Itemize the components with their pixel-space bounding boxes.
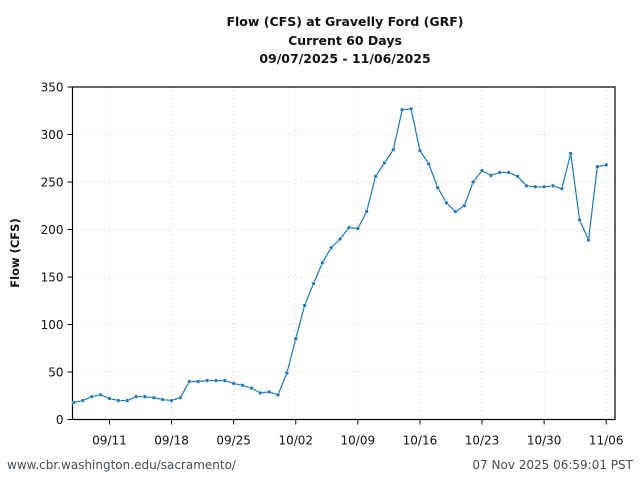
- data-point: [355, 226, 360, 231]
- data-point: [275, 392, 281, 397]
- data-point: [577, 217, 582, 223]
- data-point: [426, 161, 431, 167]
- data-point: [231, 381, 236, 386]
- data-point: [98, 392, 103, 397]
- data-point: [550, 183, 556, 188]
- data-point: [515, 174, 520, 179]
- x-tick-label: 10/23: [465, 434, 500, 448]
- data-point: [533, 184, 538, 189]
- data-point: [142, 394, 148, 399]
- data-point: [373, 174, 378, 179]
- data-point: [338, 236, 343, 242]
- data-series: [71, 106, 609, 405]
- data-point: [559, 186, 564, 191]
- chart-title-line-2: Current 60 Days: [288, 32, 402, 48]
- data-point: [284, 370, 289, 376]
- data-point: [89, 394, 94, 399]
- data-point: [364, 209, 369, 214]
- data-point: [169, 398, 174, 403]
- data-point: [444, 200, 449, 205]
- data-point: [408, 106, 414, 111]
- generated-timestamp: 07 Nov 2025 06:59:01 PST: [472, 458, 633, 472]
- data-point: [391, 147, 396, 152]
- data-point: [222, 378, 227, 383]
- x-tick-label: 10/16: [403, 434, 438, 448]
- data-point: [107, 396, 112, 401]
- chart-title-line-3: 09/07/2025 - 11/06/2025: [259, 51, 431, 66]
- x-tick-label: 09/11: [92, 434, 127, 448]
- y-tick-label: 250: [41, 176, 64, 190]
- flow-line: [73, 108, 607, 403]
- y-tick-label: 100: [41, 318, 64, 332]
- data-point: [329, 245, 334, 250]
- data-point: [435, 185, 440, 190]
- data-point: [586, 237, 591, 243]
- data-point: [417, 148, 423, 153]
- y-tick-label: 0: [56, 413, 64, 427]
- data-point: [453, 209, 458, 214]
- chart-title-line-1: Flow (CFS) at Gravelly Ford (GRF): [226, 14, 464, 29]
- y-tick-label: 350: [41, 81, 64, 95]
- data-point: [204, 378, 210, 383]
- data-point: [151, 395, 156, 400]
- x-tick-label: 10/02: [278, 434, 313, 448]
- data-point: [160, 397, 165, 402]
- data-point: [187, 379, 192, 384]
- data-point: [506, 170, 511, 175]
- data-point: [196, 379, 201, 384]
- data-point: [346, 225, 352, 230]
- x-tick-label: 10/30: [527, 434, 562, 448]
- data-point: [133, 394, 139, 399]
- data-point: [267, 389, 272, 395]
- x-tick-label: 10/09: [341, 434, 376, 448]
- data-point: [542, 184, 547, 189]
- x-tick-label: 11/06: [589, 434, 624, 448]
- data-point: [240, 383, 245, 388]
- data-point: [311, 281, 316, 286]
- data-point: [524, 183, 529, 188]
- x-tick-label: 09/18: [154, 434, 189, 448]
- data-point: [497, 170, 502, 175]
- data-point: [293, 336, 298, 341]
- chart-title: Flow (CFS) at Gravelly Ford (GRF) Curren…: [0, 13, 640, 69]
- data-point: [479, 168, 485, 173]
- data-point: [249, 386, 254, 391]
- y-tick-label: 200: [41, 223, 64, 237]
- data-point: [488, 173, 493, 178]
- data-point: [595, 164, 600, 169]
- data-point: [178, 395, 183, 400]
- data-point: [125, 398, 130, 403]
- data-point: [258, 390, 263, 395]
- data-point: [213, 378, 219, 383]
- axes: 0 50 100 150 200 250 300 350 09/11 09/18 09/25 10/0…: [41, 81, 624, 448]
- data-point: [568, 151, 573, 156]
- data-point: [116, 398, 121, 403]
- data-point: [471, 179, 476, 185]
- x-tick-label: 09/25: [216, 434, 251, 448]
- source-url: www.cbr.washington.edu/sacramento/: [7, 458, 236, 472]
- y-tick-label: 150: [41, 271, 64, 285]
- y-tick-label: 300: [41, 128, 64, 142]
- data-point: [80, 398, 85, 403]
- data-point: [604, 162, 609, 167]
- data-point: [382, 160, 387, 166]
- y-tick-label: 50: [48, 366, 63, 380]
- data-point: [302, 303, 307, 308]
- data-point: [71, 400, 77, 405]
- data-point: [400, 107, 405, 112]
- data-point: [462, 203, 467, 208]
- data-point: [320, 260, 325, 265]
- grid-lines: [72, 87, 615, 420]
